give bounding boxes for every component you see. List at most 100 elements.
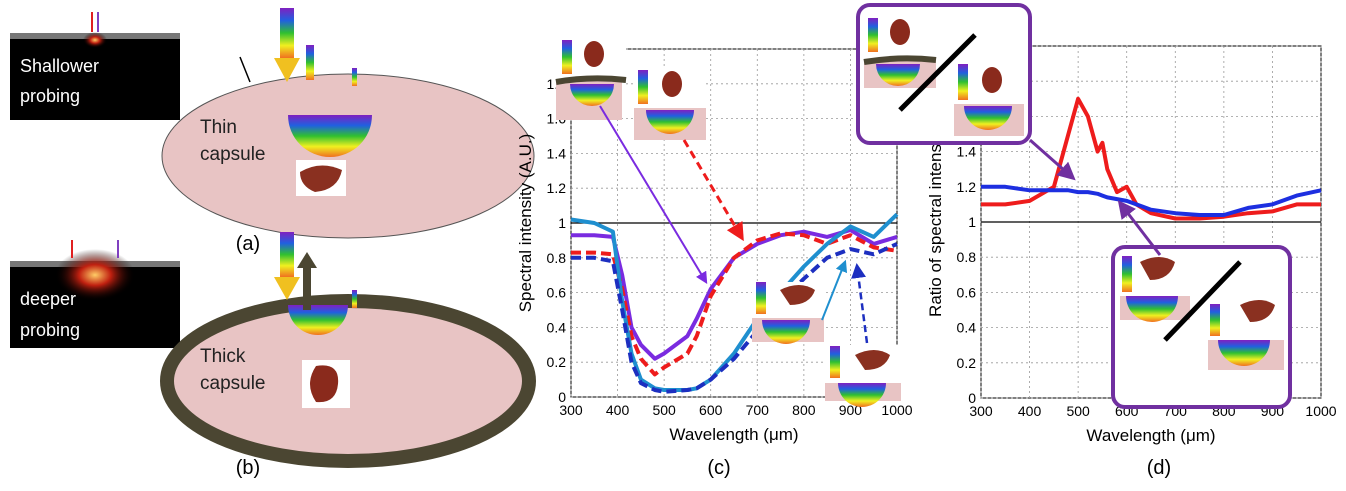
kidney-icon — [890, 19, 910, 45]
inset-cup — [838, 383, 886, 407]
kidney-icon — [982, 67, 1002, 93]
kidney-icon — [584, 41, 604, 67]
y-tick-label: 0 — [968, 390, 976, 406]
kidney-icon — [662, 71, 682, 97]
capsule-label: Thin — [200, 117, 237, 138]
x-tick-label: 300 — [969, 403, 993, 419]
capsule-label: capsule — [200, 373, 266, 394]
inset-cup — [762, 320, 810, 344]
insets-d — [856, 3, 1292, 409]
kidney-icon — [310, 365, 339, 403]
liver-icon — [1140, 257, 1175, 280]
x-tick-label: 300 — [559, 402, 583, 418]
y-tick-label: 1.2 — [547, 180, 567, 196]
simulation-image — [10, 35, 180, 120]
inset-arrow — [1210, 304, 1220, 336]
inset-arrow — [1122, 256, 1132, 292]
inset-cup — [646, 110, 694, 134]
y-tick-label: 0.4 — [547, 319, 567, 335]
y-axis-label: Ratio of spectral intensity — [926, 127, 945, 317]
x-axis-label: Wavelength (μm) — [1086, 426, 1215, 445]
glow — [83, 32, 107, 48]
inset-cup — [570, 84, 614, 106]
x-tick-label: 1000 — [881, 402, 912, 418]
inset-arrow — [638, 70, 648, 104]
divide-slash — [1163, 260, 1242, 342]
series-line — [571, 242, 898, 394]
inset-arrow — [756, 282, 766, 314]
light-arrow — [306, 45, 314, 80]
light-arrow — [303, 265, 311, 310]
inset-capsule — [863, 55, 937, 65]
y-tick-label: 0.8 — [957, 249, 977, 265]
probe-label: probing — [20, 86, 80, 106]
y-tick-label: 1 — [558, 215, 566, 231]
pointer-arrow — [599, 105, 708, 285]
x-axis-label: Wavelength (μm) — [669, 425, 798, 444]
divide-slash — [898, 33, 977, 112]
liver-icon — [780, 285, 815, 305]
probe-label: Shallower — [20, 56, 99, 76]
caption: (b) — [236, 457, 260, 479]
pointer-arrow — [1117, 200, 1162, 256]
probe-label: deeper — [20, 289, 76, 309]
y-tick-label: 0.6 — [957, 284, 977, 300]
inset-cup — [1126, 296, 1178, 322]
light-arrow — [297, 252, 317, 268]
inset-arrow — [868, 18, 878, 52]
inset-arrow — [830, 346, 840, 378]
inset-cup — [964, 106, 1012, 130]
liver-icon — [855, 350, 890, 370]
x-tick-label: 400 — [606, 402, 630, 418]
spectrum-cup — [288, 115, 372, 157]
x-tick-label: 1000 — [1305, 403, 1336, 419]
glow — [55, 249, 135, 301]
y-tick-label: 0.8 — [547, 250, 567, 266]
y-tick-label: 0.6 — [547, 285, 567, 301]
y-axis-label: Spectral intensity (A.U.) — [516, 134, 535, 313]
y-tick-label: 0.4 — [957, 320, 977, 336]
series-line — [571, 228, 898, 361]
light-arrow — [274, 58, 300, 82]
x-tick-label: 600 — [699, 402, 723, 418]
y-tick-label: 1.4 — [547, 145, 567, 161]
caption: (d) — [1147, 457, 1171, 479]
panel-b: deeper probing Thick capsule (b) — [10, 232, 536, 479]
inset-arrow — [562, 40, 572, 74]
inset-cup — [876, 64, 920, 86]
x-tick-label: 700 — [746, 402, 770, 418]
y-tick-label: 1.2 — [957, 179, 977, 195]
inset-arrow — [958, 64, 968, 100]
y-tick-label: 0 — [558, 389, 566, 405]
liver-icon — [1240, 300, 1275, 322]
capsule-label: Thick — [200, 346, 246, 367]
thickness-mark — [239, 56, 251, 83]
caption: (c) — [707, 457, 730, 479]
pointer-arrow — [851, 263, 869, 344]
x-tick-label: 500 — [652, 402, 676, 418]
pointer-arrow — [682, 139, 744, 242]
series-line — [981, 184, 1322, 217]
inset-capsule — [555, 75, 627, 85]
x-tick-label: 400 — [1018, 403, 1042, 419]
inset-cup — [1218, 340, 1270, 366]
tissue — [161, 73, 535, 239]
light-arrow — [352, 290, 357, 308]
x-tick-label: 800 — [792, 402, 816, 418]
inset-box — [1111, 245, 1292, 409]
y-tick-label: 0.2 — [957, 355, 977, 371]
light-arrow — [280, 232, 294, 277]
y-tick-label: 1 — [968, 214, 976, 230]
panel-a: Shallower probing Thin capsule (a) — [10, 8, 535, 255]
x-tick-label: 500 — [1066, 403, 1090, 419]
y-tick-label: 1.4 — [957, 144, 977, 160]
pointer-arrow — [1029, 138, 1076, 181]
y-tick-label: 0.2 — [547, 354, 567, 370]
pointer-arrow — [821, 259, 848, 321]
insets-c — [555, 40, 901, 407]
liver-icon — [300, 165, 342, 192]
capsule-label: capsule — [200, 144, 266, 165]
probe-label: probing — [20, 320, 80, 340]
light-arrow — [352, 68, 357, 86]
